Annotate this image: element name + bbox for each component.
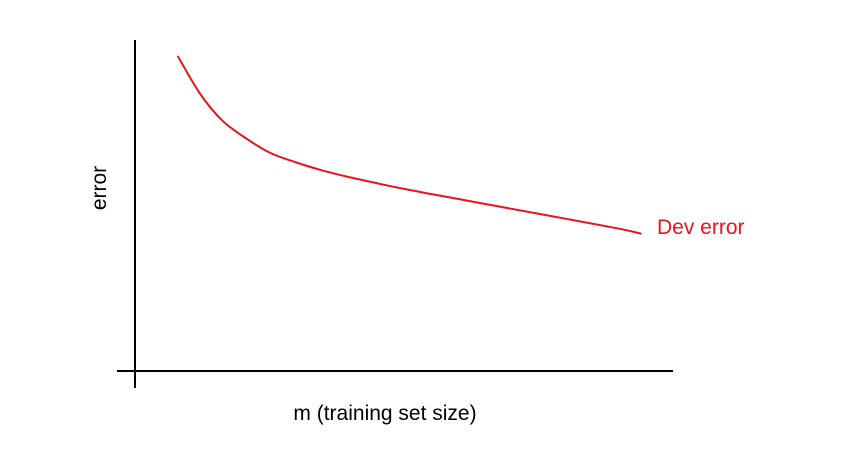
dev-error-label: Dev error bbox=[657, 216, 745, 239]
dev-error-line bbox=[177, 55, 642, 235]
y-axis-label: error bbox=[88, 166, 111, 210]
x-axis-label: m (training set size) bbox=[293, 402, 476, 425]
